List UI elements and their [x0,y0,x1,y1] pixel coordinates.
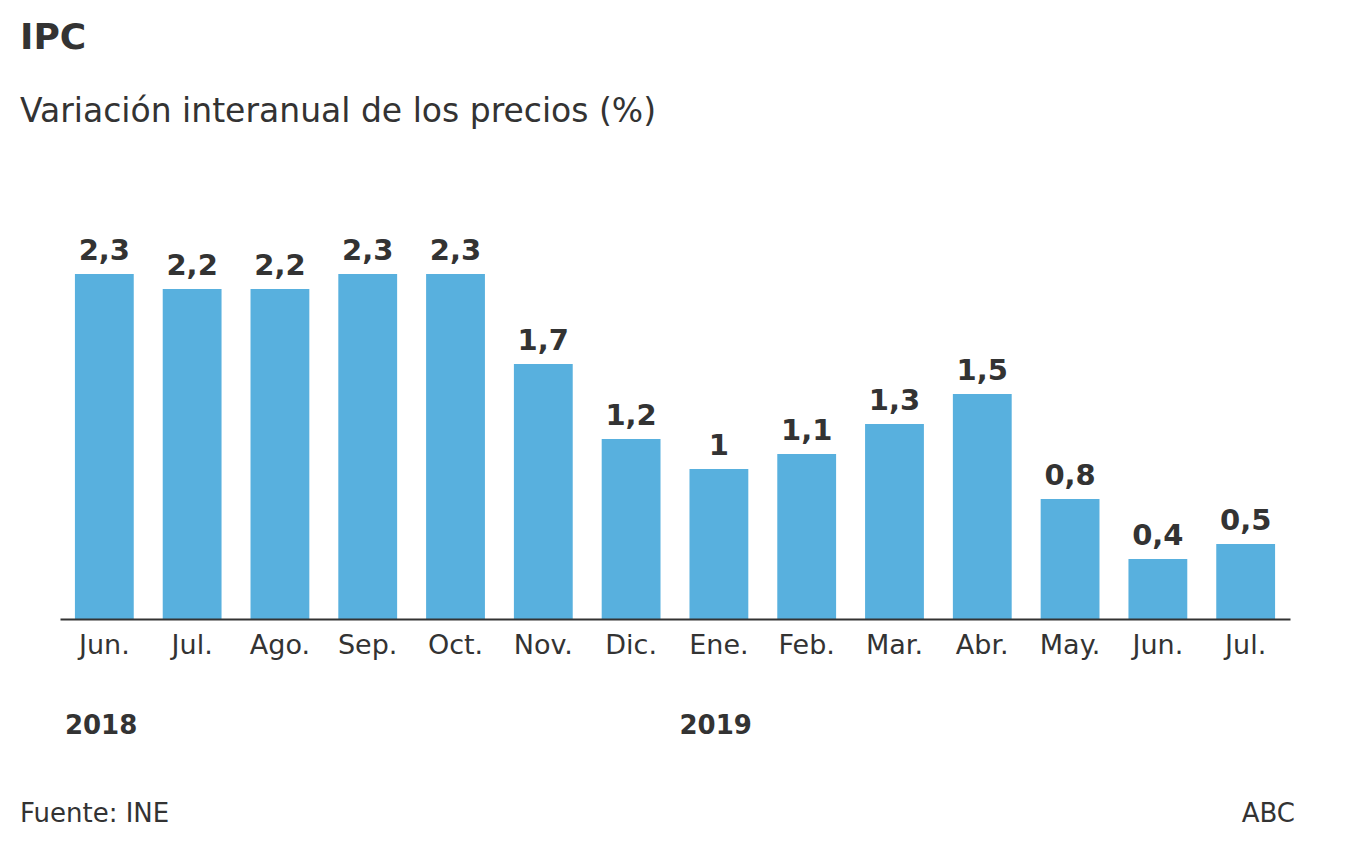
bar [602,439,661,619]
bar [251,289,310,619]
tick-label: Jun. [1130,629,1183,660]
tick: Jun. [77,629,130,660]
tick-label: Feb. [778,629,834,660]
bar [865,424,924,619]
bar [1216,544,1275,619]
tick-label: Mar. [866,629,923,660]
data-label: 1,5 [957,353,1008,387]
tick: Nov. [514,629,573,660]
bar [338,274,397,619]
bar [1041,499,1100,619]
tick: Sep. [338,629,397,660]
data-label: 2,3 [342,233,393,267]
bar [777,454,836,619]
bar [75,274,134,619]
subtitle: Variación interanual de los precios (%) [20,91,656,130]
bar [514,364,573,619]
tick-label: Nov. [514,629,573,660]
year-label: 2019 [679,710,751,740]
tick-label: Dic. [605,629,657,660]
tick-label: Jul. [170,629,213,660]
bars [75,274,1275,619]
tick-label: Oct. [428,629,483,660]
tick-label: Ago. [250,629,310,660]
tick: Dic. [605,629,657,660]
bar [953,394,1012,619]
tick-label: Jul. [1223,629,1266,660]
data-label: 2,2 [254,248,305,282]
x-axis-line [61,619,1291,621]
bar [689,469,748,619]
tick: Jun. [1130,629,1183,660]
tick: Mar. [866,629,923,660]
tick-label: Jun. [77,629,130,660]
data-label: 0,5 [1220,503,1271,537]
tick: Ago. [250,629,310,660]
data-label: 1,3 [869,383,920,417]
tick-label: Ene. [689,629,748,660]
tick-label: May. [1040,629,1101,660]
bar [163,289,222,619]
tick: Ene. [689,629,748,660]
tick: May. [1040,629,1101,660]
year-label: 2018 [65,710,137,740]
bar [426,274,485,619]
bar [1128,559,1187,619]
tick: Feb. [778,629,834,660]
data-labels: 2,3 2,2 2,2 2,3 2,3 1,7 1,2 1 1,1 1,3 1,5 0,8 0,4 0,5 [79,233,1272,552]
tick: Abr. [956,629,1009,660]
title: IPC [20,16,86,57]
data-label: 1 [709,428,729,462]
source: Fuente: INE [20,798,169,828]
data-label: 1,1 [781,413,832,447]
data-label: 0,4 [1132,518,1183,552]
data-label: 0,8 [1044,458,1095,492]
chart: IPC Variación interanual de los precios (… [0,0,1372,844]
data-label: 1,7 [518,323,569,357]
tick: Jul. [170,629,213,660]
tick: Jul. [1223,629,1266,660]
credit: ABC [1242,798,1295,828]
tick-label: Sep. [338,629,397,660]
data-label: 2,2 [166,248,217,282]
tick: Oct. [428,629,483,660]
data-label: 2,3 [430,233,481,267]
data-label: 1,2 [605,398,656,432]
annotations: 2018 2019 [65,710,752,740]
tick-label: Abr. [956,629,1009,660]
x-axis: Jun. Jul. Ago. Sep. Oct. Nov. Dic. Ene. Feb. Mar.… [61,620,1291,661]
data-label: 2,3 [79,233,130,267]
